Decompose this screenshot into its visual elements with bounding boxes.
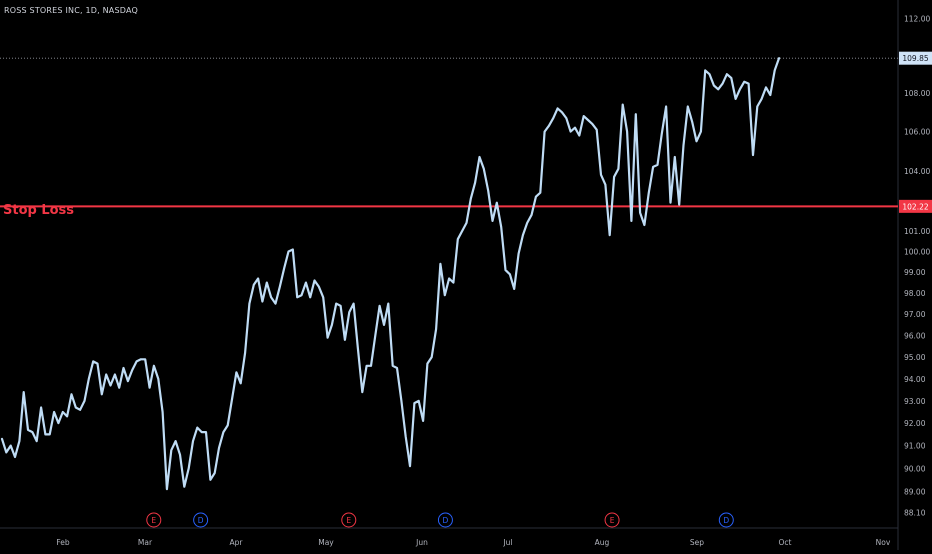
y-tick-label: 100.00 <box>904 248 930 257</box>
y-tick-label: 97.00 <box>904 310 926 319</box>
event-marker-circle <box>604 512 620 528</box>
event-marker-circle <box>146 512 162 528</box>
x-tick-label: Mar <box>138 538 153 547</box>
y-tick-label: 91.00 <box>904 442 926 451</box>
y-tick-label: 108.00 <box>904 89 930 98</box>
event-marker-circle <box>718 512 734 528</box>
stop-loss-badge-label: 102.22 <box>902 202 928 211</box>
y-tick-label: 94.00 <box>904 375 926 384</box>
event-marker-circle <box>193 512 209 528</box>
y-tick-label: 98.00 <box>904 289 926 298</box>
y-tick-label: 93.00 <box>904 397 926 406</box>
last-price-badge-label: 109.85 <box>902 54 928 63</box>
x-tick-label: Jul <box>502 538 512 547</box>
last-price-badge <box>899 51 932 65</box>
x-tick-label: Jun <box>415 538 428 547</box>
stop-loss-badge <box>899 199 932 213</box>
x-tick-label: May <box>318 538 334 547</box>
event-marker-letter: D <box>443 516 449 525</box>
y-tick-label: 112.00 <box>904 14 930 23</box>
y-tick-label: 90.00 <box>904 464 926 473</box>
x-tick-label: Oct <box>779 538 792 547</box>
event-marker-letter: E <box>610 516 615 525</box>
x-tick-label: Feb <box>56 538 70 547</box>
price-series-line <box>0 57 781 491</box>
event-marker-circle <box>437 512 453 528</box>
event-marker-circle <box>341 512 357 528</box>
event-marker-letter: E <box>346 516 351 525</box>
x-tick-label: Aug <box>595 538 610 547</box>
x-tick-label: Nov <box>876 538 891 547</box>
y-tick-label: 101.00 <box>904 227 930 236</box>
event-marker-letter: E <box>151 516 156 525</box>
y-tick-label: 104.00 <box>904 167 930 176</box>
y-tick-label: 89.00 <box>904 487 926 496</box>
symbol-title: ROSS STORES INC, 1D, NASDAQ <box>4 6 138 15</box>
y-tick-label: 96.00 <box>904 332 926 341</box>
event-marker-letter: D <box>198 516 204 525</box>
y-tick-label: 99.00 <box>904 268 926 277</box>
x-tick-label: Apr <box>230 538 244 547</box>
stop-loss-label: Stop Loss <box>3 203 75 218</box>
x-tick-label: Sep <box>690 538 704 547</box>
event-marker-letter: D <box>723 516 729 525</box>
y-tick-label: 106.00 <box>904 128 930 137</box>
y-tick-label: 88.10 <box>904 508 926 517</box>
y-tick-label: 95.00 <box>904 353 926 362</box>
y-tick-label: 92.00 <box>904 419 926 428</box>
